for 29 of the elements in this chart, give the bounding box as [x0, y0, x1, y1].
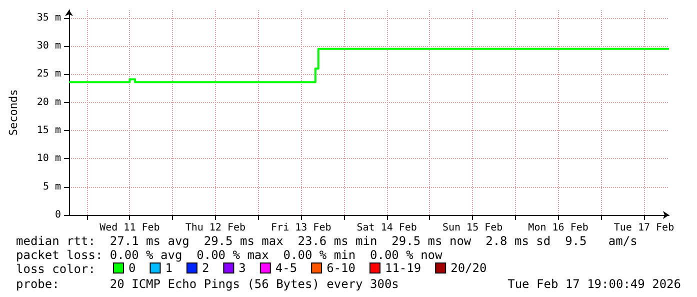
- x-tick-label: Fri 13 Feb: [271, 222, 332, 234]
- x-tick-label: Thu 12 Feb: [185, 222, 246, 234]
- y-tick-label: 0: [54, 210, 61, 220]
- text: median rtt: 27.1 ms avg 29.5 ms max 23.6 ms min 29.5 ms now 2.8 ms sd 9.5 am/s: [16, 234, 638, 248]
- legend-label: 0: [128, 261, 136, 275]
- y-tick-label: 20 m: [36, 96, 61, 108]
- x-tick-label: Wed 11 Feb: [100, 222, 160, 234]
- y-tick-label: 35 m: [36, 12, 61, 24]
- text: packet loss: 0.00 % avg 0.00 % max 0.00 % min 0.00 % now: [16, 248, 442, 262]
- text: Tue Feb 17 19:00:49 2026: [508, 277, 681, 291]
- legend-label: 4-5: [275, 261, 298, 275]
- legend-title: loss color:: [16, 262, 96, 276]
- text: probe: 20 ICMP Echo Pings (56 Bytes) every 300s: [16, 277, 399, 291]
- y-tick-label: 5 m: [42, 181, 61, 192]
- x-tick-label: Sat 14 Feb: [356, 222, 417, 234]
- x-tick-label: Sun 15 Feb: [442, 222, 503, 234]
- legend-label: 20/20: [450, 261, 487, 275]
- legend-label: 6-10: [326, 261, 356, 275]
- y-tick-label: 25 m: [36, 68, 61, 80]
- legend-label: 11-19: [384, 261, 422, 275]
- legend-label: 1: [165, 261, 172, 275]
- legend-label: 3: [238, 261, 246, 275]
- x-tick-label: Mon 16 Feb: [528, 222, 588, 234]
- y-axis-title: Seconds: [7, 89, 20, 136]
- y-tick-label: 10 m: [36, 153, 61, 164]
- x-tick-label: Tue 17 Feb: [614, 222, 674, 234]
- y-tick-label: 30 m: [36, 40, 61, 52]
- y-tick-label: 15 m: [36, 125, 61, 136]
- legend-label: 2: [202, 261, 210, 275]
